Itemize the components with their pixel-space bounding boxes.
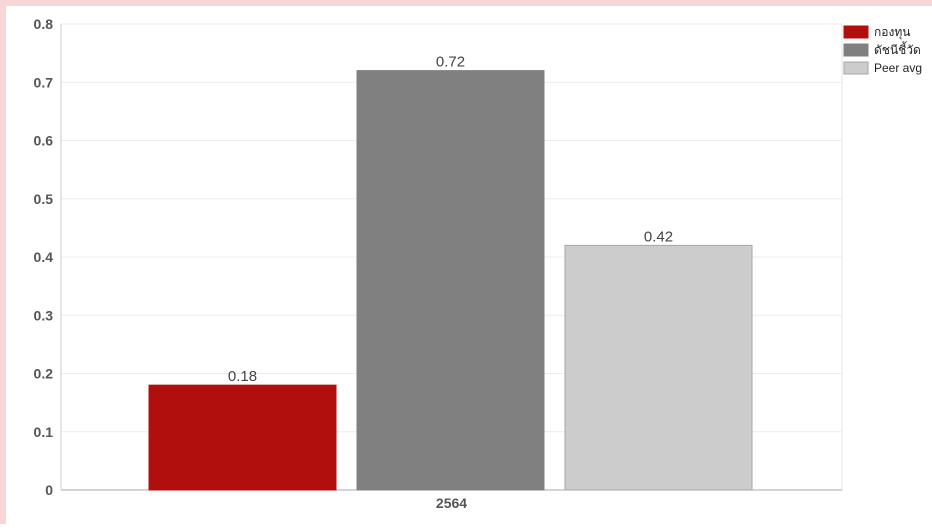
legend-swatch-0 (843, 25, 869, 39)
legend-label-2: Peer avg (874, 61, 922, 75)
y-tick-label: 0.2 (34, 366, 54, 382)
legend-label-1: ดัชนีชี้วัด (874, 41, 921, 57)
bar-1 (356, 70, 545, 491)
y-tick-label: 0.3 (34, 307, 54, 323)
bar-0 (148, 384, 337, 491)
y-tick-label: 0.7 (34, 74, 54, 90)
data-label-2: 0.42 (644, 228, 673, 245)
data-label-0: 0.18 (228, 368, 257, 385)
y-tick-label: 0.8 (34, 16, 54, 32)
y-tick-label: 0.4 (34, 249, 54, 265)
y-tick-label: 0.1 (34, 424, 54, 440)
legend-label-0: กองทุน (874, 25, 910, 40)
y-tick-label: 0.5 (34, 191, 54, 207)
x-tick-label: 2564 (436, 495, 467, 511)
data-label-1: 0.72 (436, 54, 465, 71)
y-tick-label: 0.6 (34, 133, 54, 149)
bar-2 (564, 244, 753, 491)
legend-swatch-1 (843, 43, 869, 57)
legend-swatch-2 (843, 61, 869, 75)
bar-chart: 0 0.1 0.2 0.3 0.4 0.5 0.6 0.7 0.8 0.18 0.72 0.42 256… (34, 16, 923, 511)
y-tick-label: 0 (45, 482, 53, 498)
